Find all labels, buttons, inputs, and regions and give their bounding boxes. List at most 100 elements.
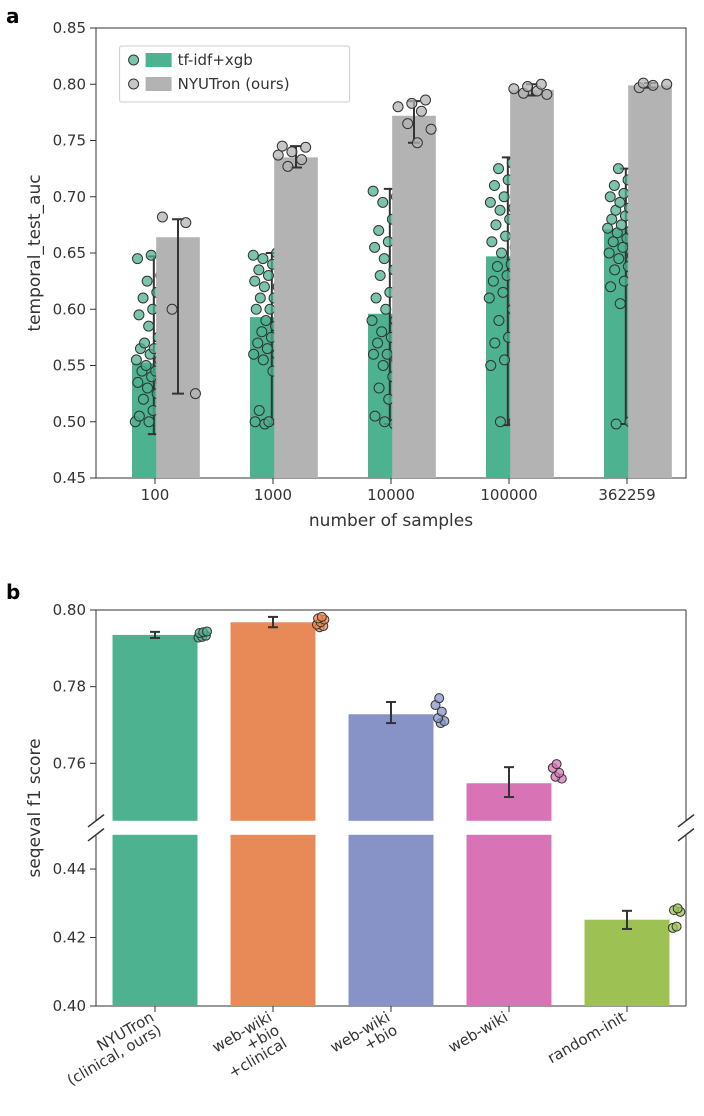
point-tfidf xyxy=(255,293,265,303)
point-tfidf xyxy=(619,188,629,198)
point-tfidf xyxy=(370,242,380,252)
svg-text:0.70: 0.70 xyxy=(53,188,86,206)
point-nyutron xyxy=(393,102,403,112)
point-tfidf xyxy=(141,361,151,371)
point-tfidf xyxy=(603,223,613,233)
point-tfidf xyxy=(259,282,269,292)
svg-text:0.60: 0.60 xyxy=(53,300,86,318)
point-tfidf xyxy=(263,271,273,281)
bar xyxy=(231,622,316,821)
bar xyxy=(349,835,434,1006)
point-tfidf xyxy=(494,164,504,174)
svg-text:tf-idf+xgb: tf-idf+xgb xyxy=(178,51,253,69)
svg-text:0.40: 0.40 xyxy=(53,997,86,1015)
point xyxy=(202,627,211,636)
bar xyxy=(113,635,198,821)
svg-text:temporal_test_auc: temporal_test_auc xyxy=(25,174,45,331)
svg-text:0.55: 0.55 xyxy=(53,357,86,375)
point-tfidf xyxy=(138,394,148,404)
point-tfidf xyxy=(489,181,499,191)
svg-text:0.78: 0.78 xyxy=(53,678,86,696)
svg-text:362259: 362259 xyxy=(598,486,655,504)
bar xyxy=(467,835,552,1006)
point-tfidf xyxy=(250,276,260,286)
point xyxy=(317,612,326,621)
svg-text:0.85: 0.85 xyxy=(53,19,86,37)
point-tfidf xyxy=(381,304,391,314)
point-nyutron xyxy=(542,89,552,99)
point-tfidf xyxy=(368,186,378,196)
point-nyutron xyxy=(287,147,297,157)
point-tfidf xyxy=(258,355,268,365)
point-tfidf xyxy=(499,355,509,365)
svg-text:10000: 10000 xyxy=(367,486,415,504)
point-tfidf xyxy=(606,282,616,292)
point xyxy=(673,904,682,913)
bar xyxy=(349,714,434,821)
svg-text:100000: 100000 xyxy=(480,486,537,504)
svg-text:web-wiki: web-wiki xyxy=(445,1008,511,1056)
bar xyxy=(113,835,198,1006)
bar xyxy=(231,835,316,1006)
point-tfidf xyxy=(138,293,148,303)
point-tfidf xyxy=(265,304,275,314)
point-tfidf xyxy=(492,262,502,272)
point-nyutron xyxy=(181,218,191,228)
point-tfidf xyxy=(487,237,497,247)
svg-text:NYUTron (ours): NYUTron (ours) xyxy=(178,75,290,93)
svg-text:0.65: 0.65 xyxy=(53,244,86,262)
point-tfidf xyxy=(484,293,494,303)
point-tfidf xyxy=(616,220,626,230)
point-tfidf xyxy=(615,197,625,207)
point-tfidf xyxy=(497,248,507,258)
point-tfidf xyxy=(380,417,390,427)
point-tfidf xyxy=(610,265,620,275)
point-nyutron xyxy=(167,304,177,314)
point-tfidf xyxy=(144,417,154,427)
point-tfidf xyxy=(490,338,500,348)
svg-text:seqeval f1 score: seqeval f1 score xyxy=(25,738,45,877)
point-tfidf xyxy=(605,192,615,202)
point-nyutron xyxy=(157,212,167,222)
point-tfidf xyxy=(248,250,258,260)
point-tfidf xyxy=(374,226,384,236)
point-nyutron xyxy=(403,119,413,129)
point-nyutron xyxy=(416,106,426,116)
point-tfidf xyxy=(251,304,261,314)
chart-b: 0.760.780.800.400.420.44seqeval f1 score… xyxy=(0,590,704,1106)
point-tfidf xyxy=(257,327,267,337)
point-tfidf xyxy=(378,197,388,207)
point-tfidf xyxy=(140,338,150,348)
point-tfidf xyxy=(613,164,623,174)
point-tfidf xyxy=(501,231,511,241)
point-nyutron xyxy=(283,161,293,171)
bar-nyutron xyxy=(392,116,436,478)
point-tfidf xyxy=(608,237,618,247)
point-nyutron xyxy=(407,98,417,108)
point-tfidf xyxy=(367,316,377,326)
point-tfidf xyxy=(131,355,141,365)
point-tfidf xyxy=(143,383,153,393)
point-tfidf xyxy=(485,197,495,207)
point-tfidf xyxy=(609,181,619,191)
point-tfidf xyxy=(132,254,142,264)
point-tfidf xyxy=(379,254,389,264)
point-tfidf xyxy=(488,276,498,286)
point-nyutron xyxy=(509,84,519,94)
point-tfidf xyxy=(258,254,268,264)
point-tfidf xyxy=(375,271,385,281)
point-tfidf xyxy=(498,287,508,297)
point-tfidf xyxy=(370,411,380,421)
svg-text:0.75: 0.75 xyxy=(53,132,86,150)
point-tfidf xyxy=(142,276,152,286)
point-tfidf xyxy=(619,276,629,286)
point-tfidf xyxy=(382,349,392,359)
point-nyutron xyxy=(412,138,422,148)
point-nyutron xyxy=(638,78,648,88)
bar-nyutron xyxy=(628,85,672,478)
point-tfidf xyxy=(615,299,625,309)
point-tfidf xyxy=(494,316,504,326)
point-nyutron xyxy=(426,124,436,134)
point xyxy=(552,760,561,769)
point-tfidf xyxy=(254,265,264,275)
